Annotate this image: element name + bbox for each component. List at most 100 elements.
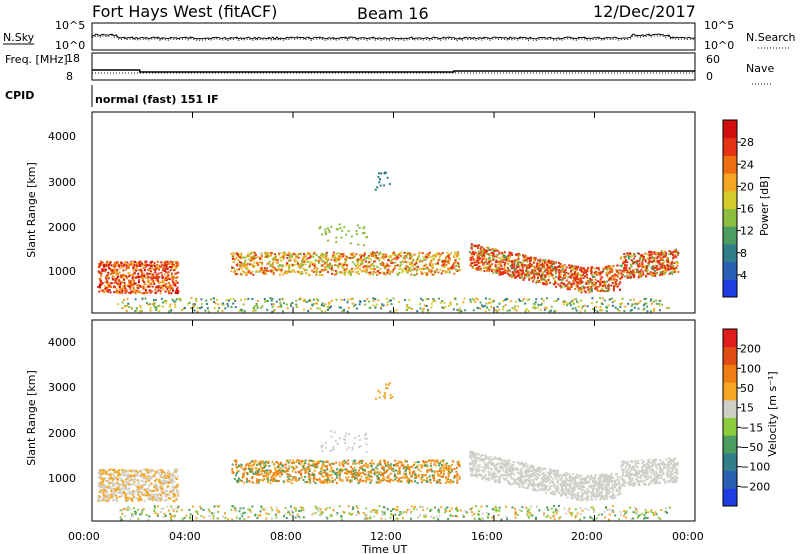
pwrData-echo xyxy=(606,271,609,274)
pwrData-echo xyxy=(516,264,519,267)
velData-echo xyxy=(514,507,517,510)
pwrCbar-swatch xyxy=(723,173,737,192)
pwrData-echo xyxy=(134,292,137,295)
pwrData-echo xyxy=(546,297,548,300)
pwrData-echo xyxy=(605,310,608,313)
velData-echo xyxy=(162,484,165,487)
pwrData-echo xyxy=(611,270,614,273)
pwrData-echo xyxy=(458,269,461,271)
velData-echo xyxy=(600,513,603,516)
pwrData-echo xyxy=(117,291,119,294)
pwrData-echo xyxy=(655,252,658,255)
velData-echo xyxy=(125,478,128,481)
pwrData-echo xyxy=(535,281,538,284)
velData-echo xyxy=(629,506,632,509)
pwrData-echo xyxy=(476,267,479,269)
pwrData-echo xyxy=(577,288,580,291)
velData-echo xyxy=(530,514,533,517)
velData-echo xyxy=(121,471,124,474)
velData-echo xyxy=(636,510,639,513)
pwrData-echo xyxy=(472,309,475,312)
velData-echo xyxy=(291,478,294,481)
velData-echo xyxy=(485,505,488,508)
pwrData-echo xyxy=(593,271,596,274)
velData-echo xyxy=(455,470,458,473)
pwrData-echo xyxy=(265,255,268,258)
velocity-panel: 4000 3000 2000 1000 Slant Range [km] 200… xyxy=(25,319,779,522)
pwrData-echo xyxy=(588,286,591,289)
pwrData-echo xyxy=(308,264,311,267)
pwrData-echo xyxy=(478,268,481,271)
pwrData-echo xyxy=(472,265,475,268)
pwrData-echo xyxy=(570,285,573,288)
velData-echo xyxy=(109,496,112,499)
pwrData-echo xyxy=(435,253,438,256)
pwrData-echo xyxy=(325,253,328,256)
pwrData-echo xyxy=(664,270,667,273)
pwrData-echo xyxy=(451,265,454,268)
pwrData-echo xyxy=(501,272,504,275)
pwrData-echo xyxy=(612,287,615,290)
pwrData-echo xyxy=(128,279,131,282)
velData-echo xyxy=(144,482,147,485)
pwrData-echo xyxy=(599,278,602,281)
pwrData-echo xyxy=(528,260,531,263)
velData-echo xyxy=(109,482,112,484)
pwrData-echo xyxy=(623,253,626,255)
pwrData-echo xyxy=(249,259,252,262)
pwrData-echo xyxy=(632,271,635,274)
pwrData-echo xyxy=(504,255,507,258)
pwrData-echo xyxy=(544,276,547,278)
velData-echo xyxy=(431,474,434,477)
pwrData-echo xyxy=(479,301,482,304)
velData-echo xyxy=(172,500,175,503)
pwrData-echo xyxy=(637,264,640,267)
pwrData-echo xyxy=(404,298,406,301)
pwrData-echo xyxy=(174,282,177,285)
pwrData-echo xyxy=(151,277,154,280)
pwrData-echo xyxy=(542,271,544,274)
pwrData-echo xyxy=(659,309,661,312)
pwrData-echo xyxy=(570,270,572,273)
pwrData-echo xyxy=(677,270,680,273)
pwrData-echo xyxy=(243,261,246,264)
pwrData-echo xyxy=(471,262,474,265)
pwrData-echo xyxy=(601,303,604,305)
pwrData-echo xyxy=(614,306,617,309)
velData-echo xyxy=(498,506,501,509)
velData-echo xyxy=(125,487,128,490)
pwrData-echo xyxy=(474,301,477,304)
pwrData-echo xyxy=(487,248,490,251)
velData-echo xyxy=(102,486,105,489)
pwrData-echo xyxy=(539,308,542,311)
velData-echo xyxy=(171,514,174,517)
pwrData-echo xyxy=(482,257,485,260)
pwrData-echo xyxy=(269,265,272,267)
velData-echo xyxy=(335,513,338,516)
velData-echo xyxy=(321,475,324,478)
pwrData-echo xyxy=(517,264,520,267)
pwrData-echo xyxy=(521,299,524,302)
pwrData-echo xyxy=(634,272,636,275)
pwrData-echo xyxy=(124,261,127,264)
pwrData-echo xyxy=(620,303,622,306)
pwrData-echo xyxy=(489,301,492,304)
pwrCbar-tick-label: 28 xyxy=(740,136,754,149)
velData-echo xyxy=(263,508,265,511)
velData-echo xyxy=(249,510,252,513)
pwrData-echo xyxy=(669,268,672,270)
pwrData-echo xyxy=(322,304,325,307)
velData-echo xyxy=(334,478,337,481)
pwrData-echo xyxy=(616,270,619,273)
velData-echo xyxy=(373,510,376,513)
pwrData-echo xyxy=(595,270,598,273)
pwrData-echo xyxy=(524,256,527,259)
pwrData-echo xyxy=(485,297,487,300)
velData-echo xyxy=(505,505,507,508)
pwrData-echo xyxy=(418,251,421,254)
pwrData-echo xyxy=(267,269,270,272)
pwrData-echo xyxy=(534,301,537,304)
velData-echo xyxy=(395,508,398,511)
pwrData-echo xyxy=(128,284,131,287)
pwrData-echo xyxy=(161,301,164,304)
